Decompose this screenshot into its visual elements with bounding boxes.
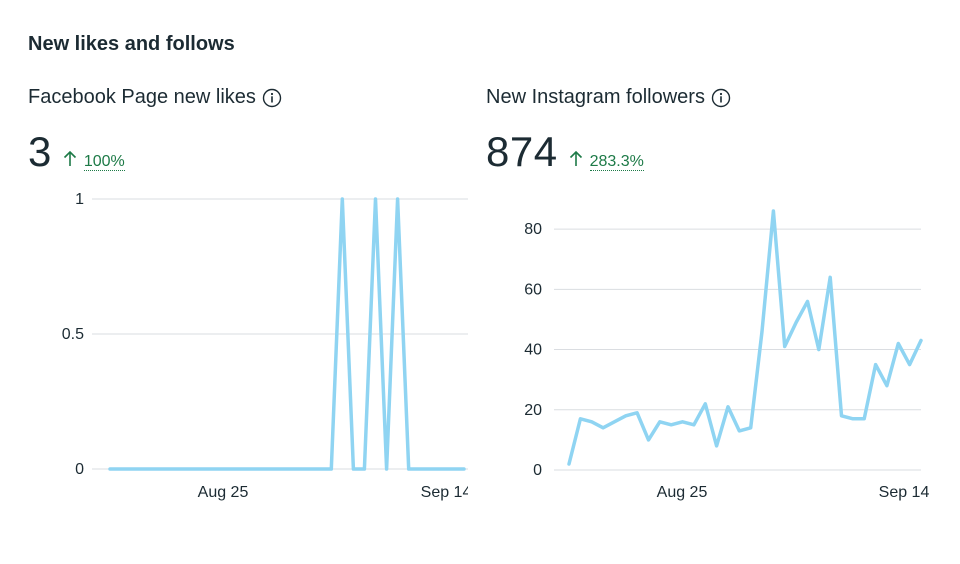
- instagram-chart-data-point[interactable]: [566, 461, 572, 467]
- facebook-chart-data-point[interactable]: [107, 466, 113, 472]
- facebook-chart-data-point[interactable]: [251, 466, 257, 472]
- facebook-chart-series-line[interactable]: [108, 197, 466, 471]
- instagram-followers-value: 874: [486, 128, 558, 175]
- facebook-chart-data-point[interactable]: [162, 466, 168, 472]
- facebook-chart-data-point[interactable]: [273, 466, 279, 472]
- arrow-up-icon: [568, 149, 584, 167]
- facebook-chart-data-point[interactable]: [151, 466, 157, 472]
- instagram-chart-data-point[interactable]: [770, 208, 776, 214]
- instagram-chart-y-tick-label: 0: [533, 462, 542, 479]
- instagram-followers-title: New Instagram followers: [486, 86, 731, 109]
- instagram-chart-data-point[interactable]: [827, 274, 833, 280]
- instagram-chart-data-point[interactable]: [804, 298, 810, 304]
- facebook-chart-data-point[interactable]: [284, 466, 290, 472]
- facebook-chart-x-tick-label: Aug 25: [198, 484, 249, 501]
- facebook-chart-data-point[interactable]: [317, 466, 323, 472]
- instagram-chart-data-point[interactable]: [816, 347, 822, 353]
- instagram-chart-data-point[interactable]: [668, 422, 674, 428]
- facebook-chart-data-point[interactable]: [450, 466, 456, 472]
- instagram-chart-data-point[interactable]: [918, 338, 924, 344]
- section-title: New likes and follows: [28, 33, 235, 55]
- facebook-chart-data-point[interactable]: [373, 196, 379, 202]
- instagram-chart-data-point[interactable]: [611, 419, 617, 425]
- facebook-likes-title: Facebook Page new likes: [28, 86, 282, 109]
- instagram-chart-data-point[interactable]: [577, 416, 583, 422]
- facebook-chart-data-point[interactable]: [439, 466, 445, 472]
- arrow-up-icon: [62, 149, 78, 167]
- instagram-followers-metric: 874 283.3%: [486, 128, 644, 176]
- facebook-chart-y-tick-label: 0: [75, 461, 84, 478]
- instagram-chart-data-point[interactable]: [691, 422, 697, 428]
- facebook-chart-data-point[interactable]: [129, 466, 135, 472]
- instagram-chart-data-point[interactable]: [850, 416, 856, 422]
- facebook-chart-data-point[interactable]: [384, 466, 390, 472]
- instagram-chart-y-tick-label: 60: [524, 281, 542, 298]
- facebook-chart-data-point[interactable]: [461, 466, 467, 472]
- facebook-chart-data-point[interactable]: [184, 466, 190, 472]
- instagram-chart-data-point[interactable]: [793, 319, 799, 325]
- facebook-chart-data-point[interactable]: [118, 466, 124, 472]
- facebook-chart-y-tick-label: 0.5: [62, 326, 84, 343]
- facebook-chart-data-point[interactable]: [417, 466, 423, 472]
- instagram-chart-data-point[interactable]: [657, 419, 663, 425]
- facebook-chart-data-point[interactable]: [395, 196, 401, 202]
- facebook-chart-data-point[interactable]: [262, 466, 268, 472]
- facebook-chart-data-point[interactable]: [328, 466, 334, 472]
- facebook-likes-title-label: Facebook Page new likes: [28, 86, 256, 108]
- instagram-chart-data-point[interactable]: [748, 425, 754, 431]
- facebook-likes-value: 3: [28, 128, 52, 175]
- instagram-chart-data-point[interactable]: [714, 443, 720, 449]
- facebook-likes-chart: 0 0.5 1 Aug 25 Sep 14: [62, 191, 468, 501]
- instagram-chart-data-point[interactable]: [645, 437, 651, 443]
- instagram-chart-data-point[interactable]: [680, 419, 686, 425]
- instagram-chart-data-point[interactable]: [623, 413, 629, 419]
- facebook-chart-data-point[interactable]: [196, 466, 202, 472]
- instagram-chart-data-point[interactable]: [759, 328, 765, 334]
- facebook-chart-x-tick-label: Sep 14: [421, 484, 468, 501]
- instagram-chart-data-point[interactable]: [895, 341, 901, 347]
- instagram-chart-x-tick-label: Sep 14: [879, 484, 930, 501]
- instagram-chart-data-point[interactable]: [839, 413, 845, 419]
- facebook-chart-data-point[interactable]: [350, 466, 356, 472]
- instagram-followers-chart: 0 20 40 60 80 Aug 25 Sep 14: [524, 208, 930, 501]
- instagram-chart-data-point[interactable]: [782, 344, 788, 350]
- facebook-chart-data-point[interactable]: [173, 466, 179, 472]
- facebook-likes-metric: 3 100%: [28, 128, 125, 176]
- facebook-chart-data-point[interactable]: [140, 466, 146, 472]
- facebook-chart-data-point[interactable]: [406, 466, 412, 472]
- facebook-chart-data-point[interactable]: [361, 466, 367, 472]
- facebook-chart-data-point[interactable]: [339, 196, 345, 202]
- facebook-chart-data-point[interactable]: [306, 466, 312, 472]
- facebook-likes-change[interactable]: 100%: [83, 153, 125, 171]
- facebook-chart-data-point[interactable]: [218, 466, 224, 472]
- instagram-chart-data-point[interactable]: [589, 419, 595, 425]
- instagram-chart-data-point[interactable]: [736, 428, 742, 434]
- instagram-chart-x-tick-label: Aug 25: [657, 484, 708, 501]
- info-icon[interactable]: [711, 88, 731, 108]
- instagram-chart-data-point[interactable]: [725, 404, 731, 410]
- facebook-chart-data-point[interactable]: [428, 466, 434, 472]
- instagram-chart-data-point[interactable]: [884, 383, 890, 389]
- instagram-chart-y-tick-label: 20: [524, 402, 542, 419]
- instagram-chart-y-tick-label: 40: [524, 342, 542, 359]
- facebook-chart-data-point[interactable]: [207, 466, 213, 472]
- facebook-chart-y-tick-label: 1: [75, 191, 84, 208]
- instagram-followers-title-label: New Instagram followers: [486, 86, 705, 108]
- instagram-followers-change[interactable]: 283.3%: [589, 153, 644, 171]
- instagram-chart-data-point[interactable]: [600, 425, 606, 431]
- facebook-chart-data-point[interactable]: [229, 466, 235, 472]
- facebook-chart-data-point[interactable]: [240, 466, 246, 472]
- instagram-chart-data-point[interactable]: [907, 362, 913, 368]
- info-icon[interactable]: [262, 88, 282, 108]
- instagram-chart-data-point[interactable]: [873, 362, 879, 368]
- instagram-chart-data-point[interactable]: [634, 410, 640, 416]
- instagram-chart-data-point[interactable]: [861, 416, 867, 422]
- instagram-chart-series-line[interactable]: [567, 209, 923, 466]
- facebook-chart-data-point[interactable]: [295, 466, 301, 472]
- instagram-chart-data-point[interactable]: [702, 401, 708, 407]
- instagram-chart-y-tick-label: 80: [524, 221, 542, 238]
